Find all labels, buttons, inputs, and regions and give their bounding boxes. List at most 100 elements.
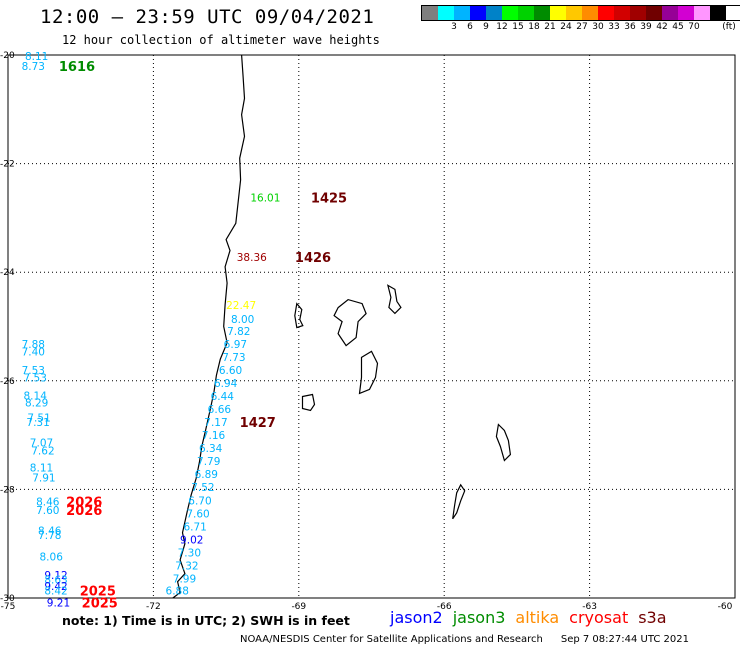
color-swatch: [678, 6, 694, 20]
pass-time-label: 2025: [80, 584, 116, 599]
color-swatch: [614, 6, 630, 20]
color-scale-tick: 39: [640, 22, 652, 32]
color-swatch: [694, 6, 710, 20]
chile-coastline: [172, 54, 246, 599]
wave-height-value: 8.46: [36, 496, 60, 508]
wave-height-value: 9.12: [44, 570, 67, 582]
wave-height-value: 7.17: [204, 417, 227, 429]
color-swatch: [710, 6, 726, 20]
color-scale-tick: 21: [544, 22, 556, 32]
wave-height-value: 7.07: [30, 438, 53, 450]
wave-height-value: 7.88: [22, 339, 45, 351]
wave-height-value: 6.71: [183, 521, 206, 533]
pass-time-label: 1616: [59, 60, 95, 75]
wave-height-value: 7.79: [197, 456, 220, 468]
wave-height-value: 7.31: [26, 417, 49, 429]
latitude-label: -28: [0, 485, 15, 495]
wave-height-value: 8.14: [24, 390, 48, 402]
color-scale-tick: 18: [528, 22, 540, 32]
wave-height-value: 8.00: [231, 314, 254, 326]
map-title: 12:00 – 23:59 UTC 09/04/2021: [40, 6, 375, 28]
wave-height-value: 7.52: [191, 482, 214, 494]
latitude-label: -20: [0, 51, 15, 61]
axis-tick-labels: -20 -22 -24 -26 -28 -30-75 -72 -69 -66 -63 -60: [0, 51, 733, 612]
satellite-legend-altika: altika: [515, 608, 560, 627]
wave-height-value: 8.42: [44, 585, 67, 597]
color-swatch: [502, 6, 518, 20]
map-subtitle: 12 hour collection of altimeter wave hei…: [62, 33, 380, 47]
wave-height-value: 16.01: [250, 192, 280, 204]
color-scale-tick: 15: [512, 22, 524, 32]
satellite-legend-s3a: s3a: [638, 608, 667, 627]
salt-flat-outline: [294, 302, 304, 329]
wave-height-value: 8.06: [40, 552, 64, 564]
wave-height-value: 8.46: [38, 526, 62, 538]
longitude-label: -72: [146, 602, 161, 612]
wave-height-value: 7.53: [24, 373, 47, 385]
wave-height-value: 7.62: [31, 445, 54, 457]
color-swatch: [598, 6, 614, 20]
credit-text: NOAA/NESDIS Center for Satellite Applica…: [240, 634, 543, 645]
color-swatch: [582, 6, 598, 20]
wave-height-value: 6.60: [219, 365, 242, 377]
wave-height-value: 6.34: [199, 443, 223, 455]
wave-height-value: 6.70: [188, 495, 211, 507]
latitude-label: -30: [0, 594, 15, 604]
color-scale-tick: 9: [483, 22, 489, 32]
wave-height-value: 6.66: [208, 404, 232, 416]
wave-height-color-scale: (ft) 3 6 9 12 15 18 21 24 27 30 33 36 39 42 45 70: [421, 5, 740, 35]
wave-height-value: 9.02: [180, 534, 203, 546]
wave-height-value: 6.89: [195, 469, 218, 481]
coastline: [172, 54, 512, 599]
wave-height-value: 7.30: [178, 547, 201, 559]
color-scale-tick: 3: [451, 22, 457, 32]
wave-height-value: 8.29: [25, 398, 48, 410]
salt-flat-outline: [301, 393, 316, 412]
wave-height-value: 7.73: [222, 352, 245, 364]
wave-height-value: 7.51: [27, 413, 50, 425]
satellite-legend-cryosat: cryosat: [569, 608, 629, 627]
color-swatch: [566, 6, 582, 20]
salt-flat-outline: [452, 483, 466, 520]
color-swatch: [438, 6, 454, 20]
map-gridlines: [8, 55, 735, 598]
color-swatch: [518, 6, 534, 20]
color-scale-tick: 6: [467, 22, 473, 32]
generated-timestamp: Sep 7 08:27:44 UTC 2021: [560, 634, 689, 645]
color-scale-tick: 33: [608, 22, 620, 32]
longitude-label: -66: [437, 602, 452, 612]
wave-height-value: 7.60: [186, 508, 209, 520]
longitude-label: -69: [291, 602, 306, 612]
pass-time-label: 1427: [240, 416, 276, 431]
longitude-label: -75: [1, 602, 16, 612]
wave-height-value: 9.42: [44, 581, 67, 593]
color-scale-tick: 70: [688, 22, 700, 32]
credit-line: NOAA/NESDIS Center for Satellite Applica…: [240, 634, 689, 645]
satellite-legend-jason2: jason2: [390, 608, 443, 627]
color-swatch: [550, 6, 566, 20]
color-scale-tick: 12: [496, 22, 508, 32]
color-scale-labels: (ft) 3 6 9 12 15 18 21 24 27 30 33 36 39 42 45 70: [421, 21, 740, 35]
wave-height-value: 6.44: [211, 391, 235, 403]
color-swatch: [630, 6, 646, 20]
satellite-legend: jason2 jason3 altika cryosat s3a: [390, 608, 677, 627]
wave-height-value: 7.82: [227, 326, 250, 338]
salt-flat-outline: [495, 423, 512, 462]
color-scale-tick: 42: [656, 22, 668, 32]
pass-time-label: 2026: [66, 495, 102, 510]
wave-height-value: 38.36: [237, 252, 267, 264]
color-scale-unit: (ft): [722, 22, 736, 32]
color-scale-swatches: [421, 5, 740, 21]
wave-height-value: 8.11: [30, 463, 53, 475]
wave-height-value: 7.32: [175, 560, 198, 572]
pass-time-label: 1425: [311, 191, 347, 206]
longitude-label: -60: [718, 602, 733, 612]
wave-height-value: 7.91: [32, 472, 55, 484]
wave-height-value: 8.11: [25, 51, 48, 63]
wave-height-value: 7.16: [202, 430, 226, 442]
wave-height-value: 8.73: [22, 61, 45, 73]
color-scale-tick: 30: [592, 22, 604, 32]
pass-time-label: 2026: [66, 504, 102, 519]
